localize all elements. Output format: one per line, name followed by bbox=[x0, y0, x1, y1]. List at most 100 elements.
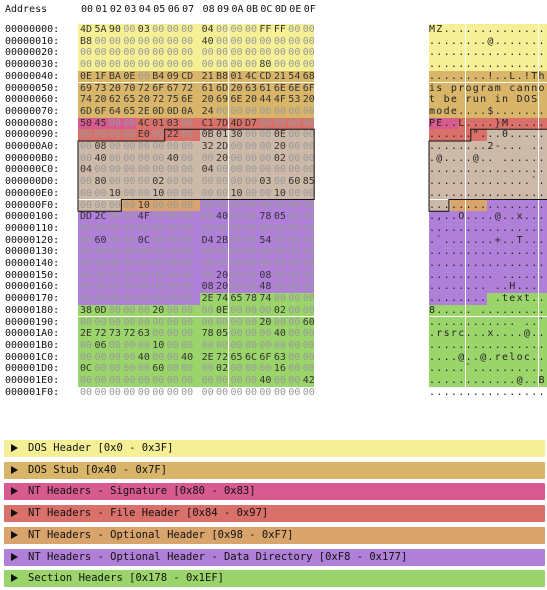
hex-byte[interactable]: 03 bbox=[137, 24, 150, 35]
hex-byte[interactable]: 00 bbox=[273, 105, 286, 117]
ascii-char[interactable]: o bbox=[516, 351, 523, 363]
ascii-char[interactable]: c bbox=[523, 351, 530, 363]
ascii-char[interactable]: O bbox=[458, 211, 465, 223]
ascii-char[interactable]: . bbox=[502, 35, 509, 47]
hex-byte[interactable]: 20 bbox=[108, 82, 121, 94]
ascii-char[interactable]: . bbox=[531, 105, 538, 117]
hex-byte[interactable]: 6F bbox=[259, 351, 272, 363]
ascii-char[interactable]: . bbox=[502, 363, 509, 375]
hex-byte[interactable]: 00 bbox=[166, 386, 179, 398]
hex-byte[interactable]: 00 bbox=[230, 363, 243, 375]
hex-byte[interactable]: 00 bbox=[288, 375, 301, 386]
hex-byte[interactable]: 00 bbox=[181, 222, 194, 234]
ascii-char[interactable]: . bbox=[480, 316, 487, 328]
hex-byte[interactable]: 00 bbox=[181, 258, 194, 269]
ascii-char[interactable]: . bbox=[480, 141, 487, 152]
hex-byte[interactable]: 00 bbox=[230, 152, 243, 164]
hex-byte[interactable]: 00 bbox=[302, 199, 315, 211]
hex-byte[interactable]: 00 bbox=[80, 246, 93, 258]
hex-byte[interactable]: 00 bbox=[201, 47, 214, 59]
hex-byte[interactable]: 00 bbox=[94, 375, 107, 386]
ascii-char[interactable]: . bbox=[487, 246, 494, 258]
ascii-char[interactable]: . bbox=[531, 141, 538, 152]
ascii-char[interactable]: . bbox=[472, 70, 479, 82]
ascii-char[interactable]: . bbox=[480, 339, 487, 351]
ascii-char[interactable]: . bbox=[538, 293, 545, 305]
hex-byte[interactable]: 00 bbox=[288, 47, 301, 59]
ascii-char[interactable]: . bbox=[429, 152, 436, 164]
hex-byte[interactable]: 00 bbox=[216, 164, 229, 176]
hex-byte[interactable]: 00 bbox=[123, 129, 136, 141]
hex-byte[interactable]: 00 bbox=[123, 363, 136, 375]
ascii-char[interactable]: ` bbox=[436, 234, 443, 246]
hex-row[interactable]: 00000090: 00 00 00 00 E0 00 22 00 0B 01 30 00 00 0E 00 0… bbox=[0, 129, 547, 141]
hex-byte[interactable]: 00 bbox=[201, 363, 214, 375]
ascii-char[interactable]: . bbox=[538, 222, 545, 234]
ascii-char[interactable]: ` bbox=[531, 176, 538, 188]
section-item[interactable]: NT Headers - Optional Header - Data Dire… bbox=[4, 548, 545, 566]
hex-byte[interactable]: 65 bbox=[123, 105, 136, 117]
ascii-char[interactable]: . bbox=[480, 199, 487, 211]
ascii-char[interactable]: . bbox=[531, 24, 538, 35]
ascii-char[interactable]: . bbox=[494, 304, 501, 316]
hex-byte[interactable]: 00 bbox=[123, 152, 136, 164]
ascii-char[interactable]: . bbox=[472, 316, 479, 328]
ascii-char[interactable]: } bbox=[494, 117, 501, 129]
hex-byte[interactable]: 00 bbox=[181, 35, 194, 47]
section-item[interactable]: NT Headers - File Header [0x84 - 0x97] bbox=[4, 505, 545, 523]
hex-byte[interactable]: 00 bbox=[166, 281, 179, 293]
ascii-char[interactable]: . bbox=[502, 47, 509, 59]
ascii-char[interactable]: . bbox=[509, 129, 516, 141]
hex-byte[interactable]: 0D bbox=[166, 105, 179, 117]
ascii-char[interactable]: . bbox=[465, 316, 472, 328]
hex-byte[interactable]: 42 bbox=[302, 375, 315, 386]
ascii-char[interactable]: . bbox=[436, 293, 443, 305]
hex-byte[interactable]: 00 bbox=[80, 258, 93, 269]
ascii-char[interactable]: . bbox=[458, 105, 465, 117]
ascii-char[interactable]: . bbox=[480, 70, 487, 82]
ascii-char[interactable]: . bbox=[531, 187, 538, 199]
hex-byte[interactable]: 00 bbox=[302, 386, 315, 398]
ascii-char[interactable]: . bbox=[443, 70, 450, 82]
hex-byte[interactable]: 7D bbox=[216, 117, 229, 129]
hex-view[interactable]: 00000000: 4D 5A 90 00 03 00 00 00 04 00 00 00 FF FF 00 0… bbox=[0, 24, 547, 436]
ascii-char[interactable]: n bbox=[502, 94, 509, 106]
hex-byte[interactable]: 00 bbox=[123, 386, 136, 398]
hex-byte[interactable]: 74 bbox=[80, 94, 93, 106]
ascii-char[interactable]: . bbox=[480, 35, 487, 47]
hex-byte[interactable]: 00 bbox=[259, 187, 272, 199]
ascii-char[interactable]: . bbox=[487, 24, 494, 35]
ascii-char[interactable]: . bbox=[538, 129, 545, 141]
ascii-char[interactable]: . bbox=[531, 211, 538, 223]
hex-byte[interactable]: 00 bbox=[166, 339, 179, 351]
ascii-char[interactable]: . bbox=[509, 59, 516, 71]
hex-byte[interactable]: 69 bbox=[80, 82, 93, 94]
ascii-char[interactable]: . bbox=[443, 246, 450, 258]
ascii-char[interactable]: . bbox=[509, 35, 516, 47]
ascii-char[interactable]: . bbox=[538, 234, 545, 246]
hex-byte[interactable]: 00 bbox=[216, 386, 229, 398]
ascii-char[interactable]: d bbox=[443, 105, 450, 117]
ascii-char[interactable]: . bbox=[538, 269, 545, 281]
hex-byte[interactable]: 00 bbox=[152, 47, 165, 59]
ascii-char[interactable]: . bbox=[429, 234, 436, 246]
hex-byte[interactable]: 60 bbox=[152, 363, 165, 375]
hex-byte[interactable]: 00 bbox=[244, 141, 257, 152]
ascii-char[interactable]: M bbox=[429, 24, 436, 35]
hex-byte[interactable]: 85 bbox=[302, 176, 315, 188]
ascii-char[interactable]: . bbox=[436, 386, 443, 398]
ascii-char[interactable]: . bbox=[523, 222, 530, 234]
hex-byte[interactable]: 03 bbox=[259, 176, 272, 188]
hex-byte[interactable]: 00 bbox=[273, 164, 286, 176]
ascii-char[interactable]: . bbox=[472, 258, 479, 269]
hex-byte[interactable]: 00 bbox=[259, 152, 272, 164]
hex-byte[interactable]: 6E bbox=[230, 94, 243, 106]
ascii-char[interactable]: . bbox=[538, 59, 545, 71]
hex-byte[interactable]: C1 bbox=[201, 117, 214, 129]
ascii-char[interactable]: . bbox=[523, 117, 530, 129]
ascii-char[interactable]: . bbox=[472, 293, 479, 305]
hex-byte[interactable]: 00 bbox=[80, 222, 93, 234]
hex-byte[interactable]: 00 bbox=[273, 258, 286, 269]
hex-byte[interactable]: 00 bbox=[80, 59, 93, 71]
ascii-char[interactable]: . bbox=[436, 199, 443, 211]
